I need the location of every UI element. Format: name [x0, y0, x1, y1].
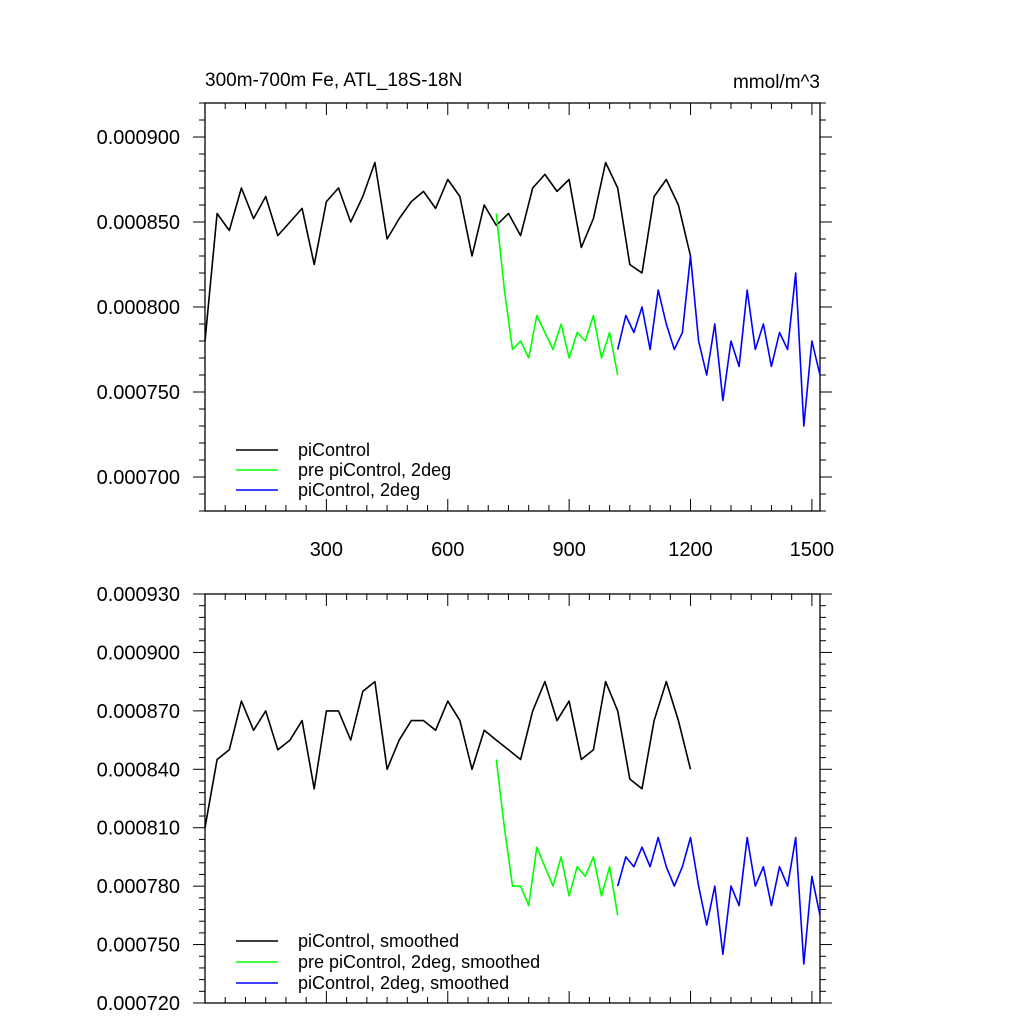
bottom-y-tick-label: 0.000840 [97, 759, 180, 781]
top-series-line-2 [495, 213, 619, 376]
chart-top-units: mmol/m^3 [733, 72, 820, 93]
top-y-tick-label: 0.000700 [97, 467, 180, 489]
chart-bottom: 0.000720 0.000750 0.000780 0.000810 0.000840… [97, 584, 832, 1015]
top-x-tick-label: 300 [310, 539, 343, 561]
top-x-tick-label: 1200 [668, 539, 713, 561]
bottom-legend-label: piControl, smoothed [298, 931, 459, 951]
top-series-line-1 [204, 161, 692, 342]
top-y-tick-label: 0.000850 [97, 212, 180, 234]
bottom-y-tick-label: 0.000900 [97, 642, 180, 664]
bottom-series-line-1 [204, 680, 692, 828]
top-y-tick-label: 0.000750 [97, 382, 180, 404]
top-legend-label: pre piControl, 2deg [298, 460, 451, 480]
chart-top-plot: 300 600 900 1200 1500 0.000700 0.000750 0.00080… [97, 102, 835, 561]
bottom-plot-frame [204, 593, 821, 1004]
chart-top-title: 300m-700m Fe, ATL_18S-18N [205, 70, 462, 91]
bottom-series-line-3 [616, 836, 821, 965]
top-legend-label: piControl [298, 440, 370, 460]
bottom-y-tick-label: 0.000810 [97, 818, 180, 840]
top-legend-label: piControl, 2deg [298, 480, 420, 500]
top-x-tick-label: 600 [431, 539, 464, 561]
top-x-tick-label: 1500 [790, 539, 835, 561]
bottom-y-tick-label: 0.000750 [97, 935, 180, 957]
top-y-tick-label: 0.000900 [97, 127, 180, 149]
bottom-y-tick-label: 0.000930 [97, 584, 180, 606]
top-x-tick-label: 900 [552, 539, 585, 561]
bottom-series-line-2 [495, 759, 619, 916]
bottom-y-tick-label: 0.000780 [97, 876, 180, 898]
chart-bottom-plot: 0.000720 0.000750 0.000780 0.000810 0.000840… [97, 584, 832, 1015]
bottom-legend-label: pre piControl, 2deg, smoothed [298, 952, 540, 972]
chart-top: 300m-700m Fe, ATL_18S-18N mmol/m^3 300 60… [97, 70, 835, 561]
bottom-y-tick-label: 0.000720 [97, 993, 180, 1015]
top-y-tick-label: 0.000800 [97, 297, 180, 319]
bottom-y-tick-label: 0.000870 [97, 701, 180, 723]
top-series-line-3 [616, 255, 821, 427]
bottom-legend-label: piControl, 2deg, smoothed [298, 973, 509, 993]
